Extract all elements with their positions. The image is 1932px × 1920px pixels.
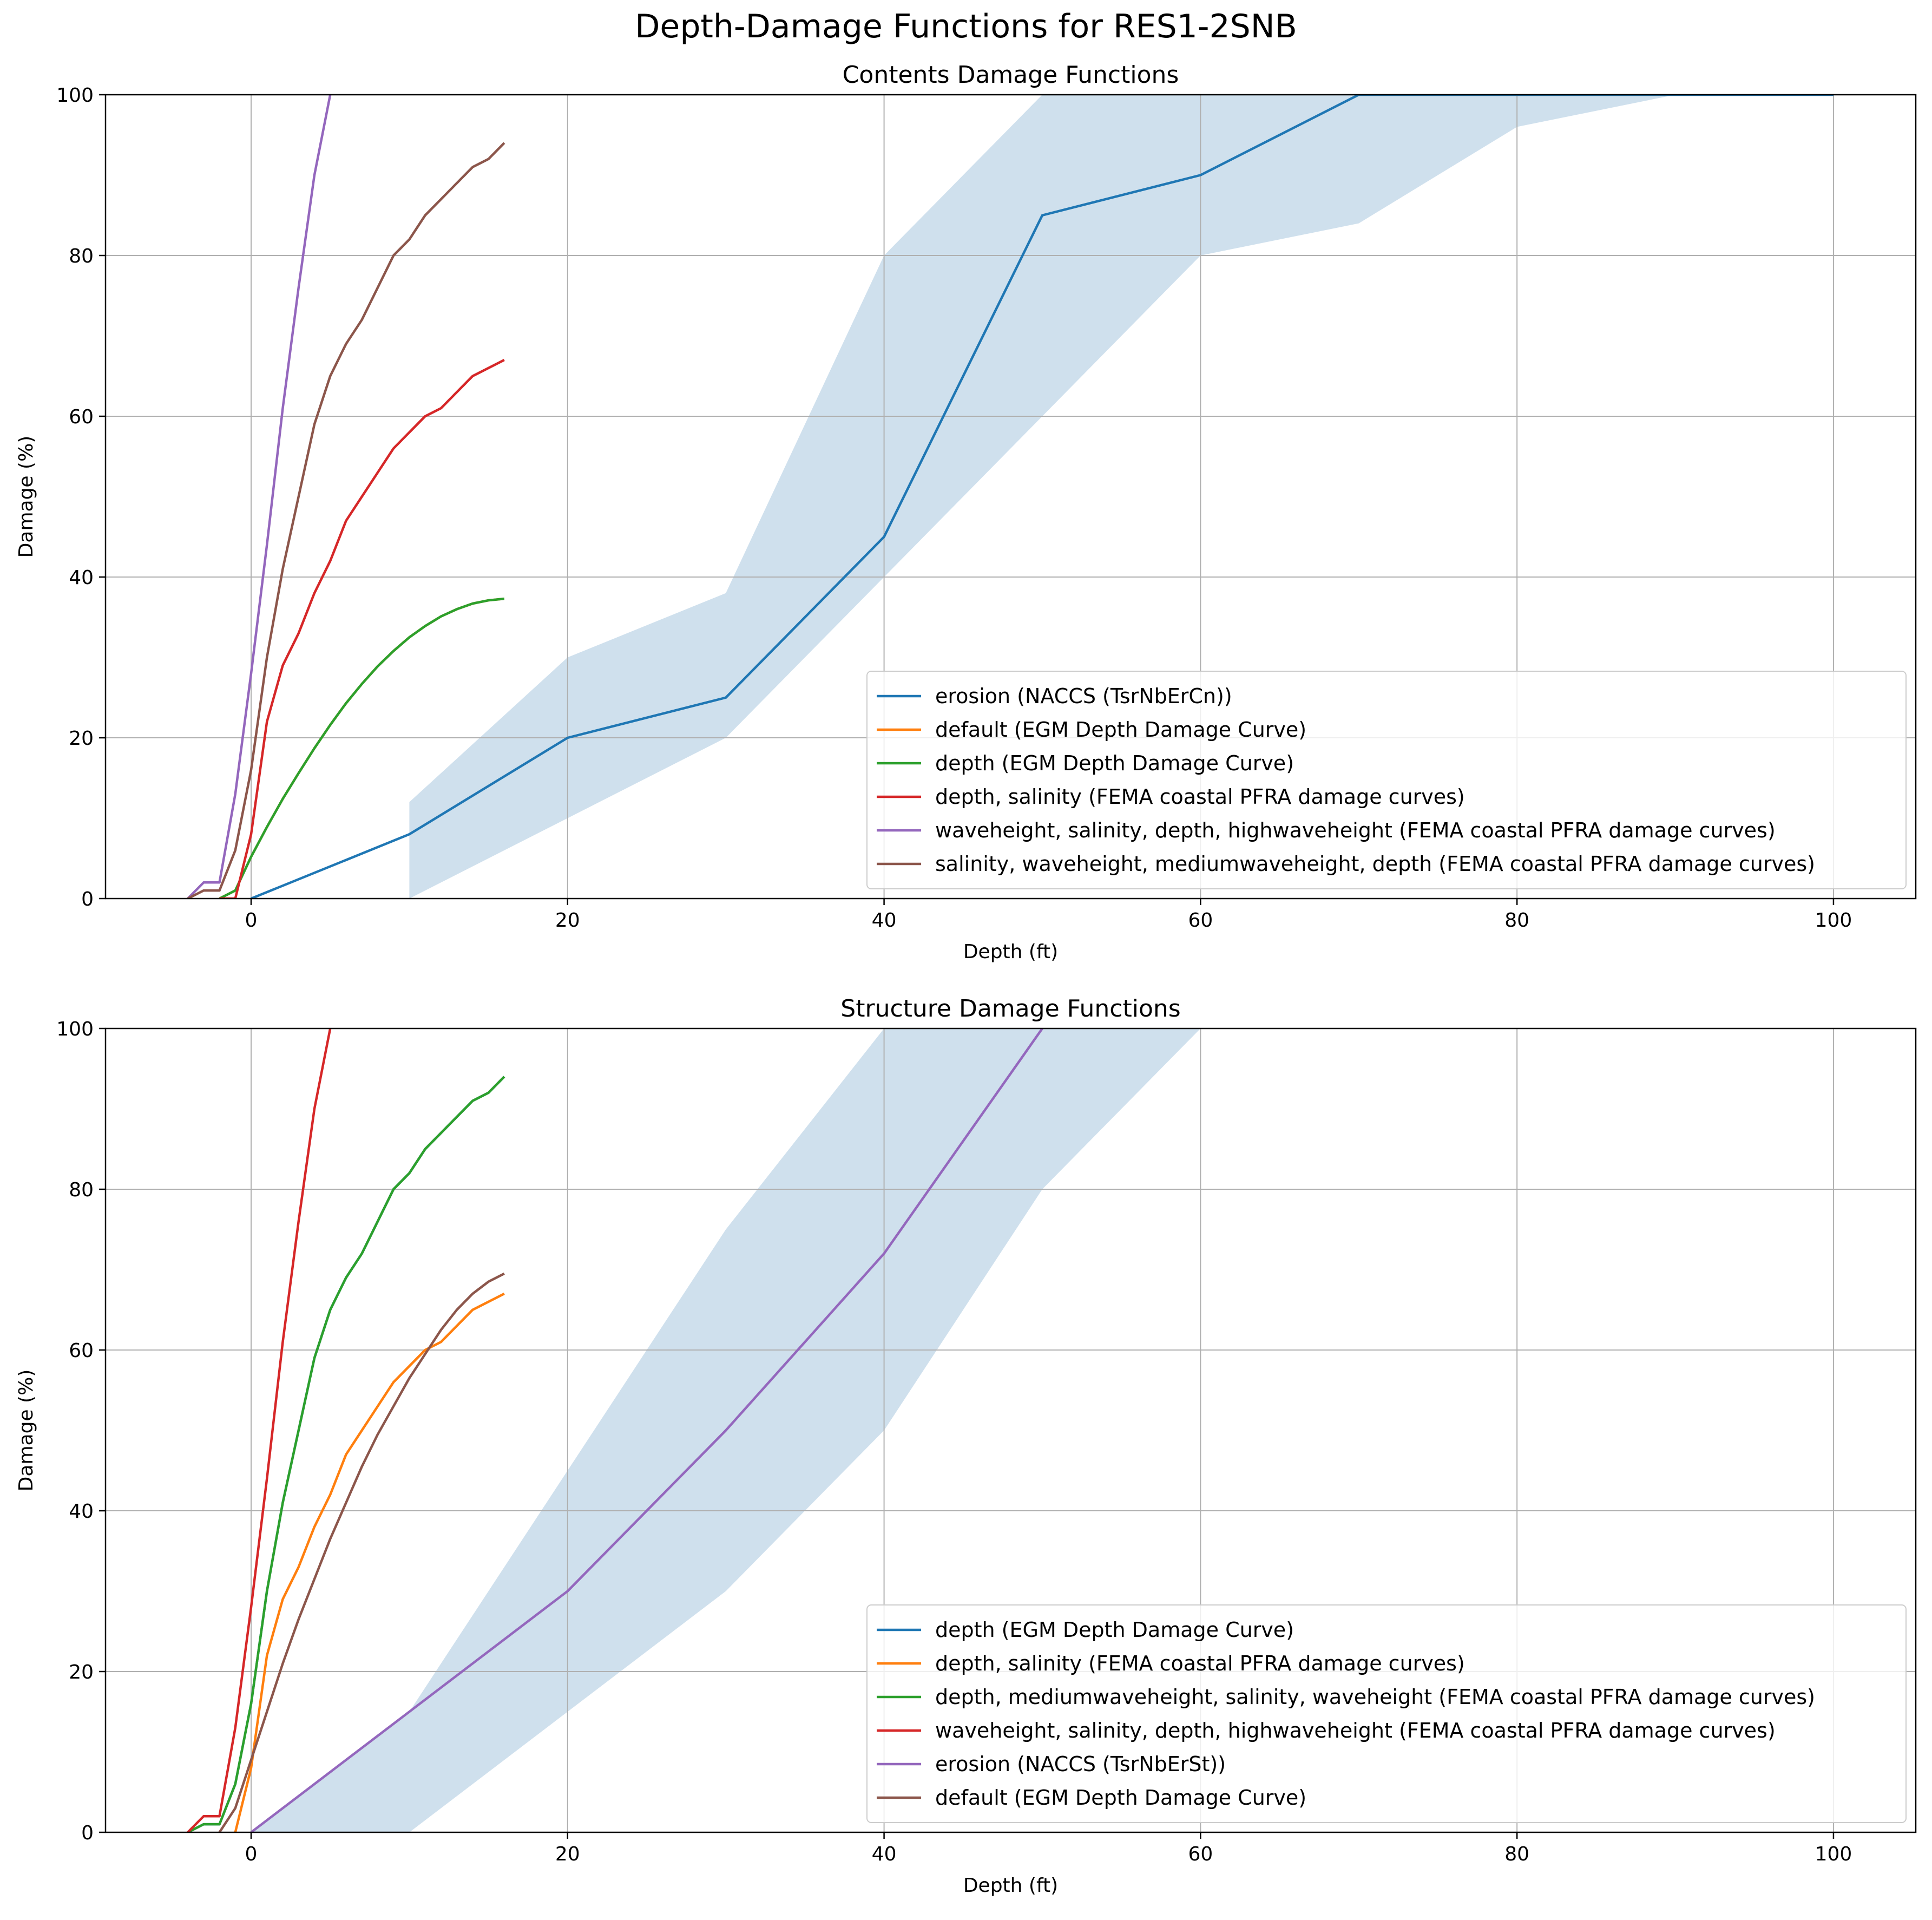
chart-2-y-tick-label: 40 [69, 1500, 94, 1523]
chart-2-series-3-line [187, 1076, 505, 1832]
chart-2-series-2-line [234, 1293, 505, 1832]
chart-2-series-4-line [187, 1028, 332, 1832]
chart-2: Structure Damage Functions 0 20 40 60 80 100 0 2… [15, 995, 1917, 1897]
chart-1-legend-label: waveheight, salinity, depth, highwavehei… [935, 818, 1776, 842]
chart-1-x-tick-label: 80 [1504, 909, 1529, 932]
chart-1: Contents Damage Functions 0 20 40 60 80 100 0 20… [15, 61, 1917, 963]
chart-2-legend-label: erosion (NACCS (TsrNbErSt)) [935, 1752, 1226, 1776]
chart-2-x-tick-label: 60 [1188, 1843, 1213, 1865]
chart-2-x-tick-label: 20 [555, 1843, 580, 1865]
chart-1-x-tick-label: 0 [245, 909, 258, 932]
chart-2-x-tick-label: 40 [872, 1843, 897, 1865]
chart-2-legend-label: default (EGM Depth Damage Curve) [935, 1786, 1306, 1810]
chart-1-y-tick-label: 100 [56, 84, 94, 107]
chart-1-x-tick-label: 60 [1188, 909, 1213, 932]
chart-2-legend-label: waveheight, salinity, depth, highwavehei… [935, 1719, 1776, 1742]
chart-2-y-tick-label: 0 [81, 1822, 94, 1844]
chart-1-series-5-line [187, 95, 332, 899]
figure-title: Depth-Damage Functions for RES1-2SNB [635, 8, 1297, 45]
chart-2-x-axis-label: Depth (ft) [963, 1875, 1058, 1897]
chart-2-frame [104, 1027, 1917, 1833]
chart-2-legend: depth (EGM Depth Damage Curve) depth, sal… [866, 1604, 1907, 1823]
chart-1-legend-label: default (EGM Depth Damage Curve) [935, 718, 1306, 742]
chart-2-legend-label: depth, salinity (FEMA coastal PFRA damag… [935, 1652, 1465, 1675]
chart-1-x-tick-label: 20 [555, 909, 580, 932]
chart-1-legend-label: depth (EGM Depth Damage Curve) [935, 751, 1294, 775]
chart-1-x-tick-label: 100 [1815, 909, 1852, 932]
chart-2-y-tick-label: 100 [56, 1018, 94, 1040]
chart-2-series-6-line [218, 1272, 505, 1832]
chart-1-x-axis-label: Depth (ft) [963, 941, 1058, 963]
chart-2-y-tick-label: 60 [69, 1340, 94, 1362]
chart-1-series-3-line [219, 597, 505, 899]
chart-1-legend-box [866, 671, 1907, 889]
chart-2-legend-label: depth (EGM Depth Damage Curve) [935, 1618, 1294, 1642]
chart-2-title: Structure Damage Functions [840, 995, 1180, 1023]
chart-1-y-axis-label: Damage (%) [15, 436, 37, 558]
chart-1-title: Contents Damage Functions [843, 61, 1179, 89]
chart-2-x-tick-label: 0 [245, 1843, 258, 1865]
chart-2-y-tick-label: 20 [69, 1661, 94, 1683]
chart-2-legend-label: depth, mediumwaveheight, salinity, waveh… [935, 1685, 1815, 1709]
chart-2-y-axis-label: Damage (%) [15, 1369, 37, 1492]
chart-2-x-tick-label: 80 [1504, 1843, 1529, 1865]
chart-1-y-tick-label: 20 [69, 728, 94, 750]
chart-1-series-1-line [251, 95, 1834, 899]
chart-1-series-4-line [219, 359, 505, 899]
chart-1-legend-label: depth, salinity (FEMA coastal PFRA damag… [935, 785, 1465, 809]
chart-1-y-tick-label: 0 [81, 888, 94, 910]
chart-2-series-5-line [250, 1028, 1043, 1832]
chart-1-y-tick-label: 60 [69, 406, 94, 428]
chart-1-series-6-line [187, 142, 505, 899]
chart-1-legend: erosion (NACCS (TsrNbErCn)) default (EGM … [866, 671, 1907, 889]
chart-1-legend-label: erosion (NACCS (TsrNbErCn)) [935, 684, 1232, 708]
chart-1-frame [104, 94, 1917, 900]
chart-1-x-tick-label: 40 [872, 909, 897, 932]
chart-2-y-tick-label: 80 [69, 1179, 94, 1201]
chart-1-uncertainty-band [409, 95, 1834, 899]
chart-1-y-tick-label: 80 [69, 245, 94, 267]
chart-1-y-tick-label: 40 [69, 567, 94, 589]
chart-2-legend-box [866, 1604, 1907, 1823]
chart-1-legend-label: salinity, waveheight, mediumwaveheight, … [935, 852, 1815, 876]
chart-2-x-tick-label: 100 [1815, 1843, 1852, 1865]
